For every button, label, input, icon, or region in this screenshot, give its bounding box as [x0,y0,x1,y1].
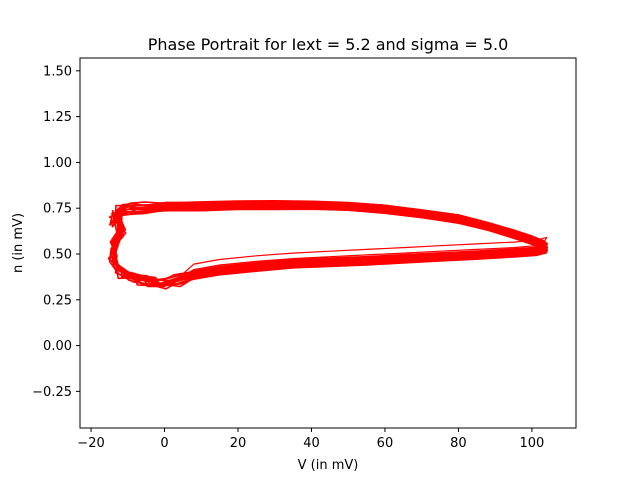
x-tick-label: 60 [377,436,394,451]
series-trajectory-line [109,200,549,281]
x-tick-label: 100 [519,436,544,451]
y-tick-label: 0.50 [43,247,72,262]
plot-frame [79,57,577,429]
y-tick-label: 0.75 [43,202,72,217]
y-tick-label: 0.25 [43,293,72,308]
y-tick-label: 1.00 [43,156,72,171]
series-trajectory-loop [112,204,548,284]
x-tick-label: −20 [77,436,104,451]
x-tick-label: 80 [450,436,467,451]
series-trajectory-line [108,207,548,287]
x-tick-label: 0 [160,436,168,451]
plot-area [107,200,549,290]
y-axis-label: n (in mV) [11,213,26,273]
y-axis: −0.25 0.00 0.25 0.50 0.75 1.00 1.25 1.50 [32,64,80,400]
chart-title: Phase Portrait for Iext = 5.2 and sigma … [148,35,509,54]
x-tick-label: 20 [230,436,247,451]
y-tick-label: −0.25 [32,385,72,400]
y-tick-label: 0.00 [43,339,72,354]
x-tick-label: 40 [303,436,320,451]
x-axis-label: V (in mV) [298,458,359,473]
y-tick-label: 1.25 [43,110,72,125]
y-tick-label: 1.50 [43,64,72,79]
x-axis: −20 0 20 40 60 80 100 [77,428,544,451]
